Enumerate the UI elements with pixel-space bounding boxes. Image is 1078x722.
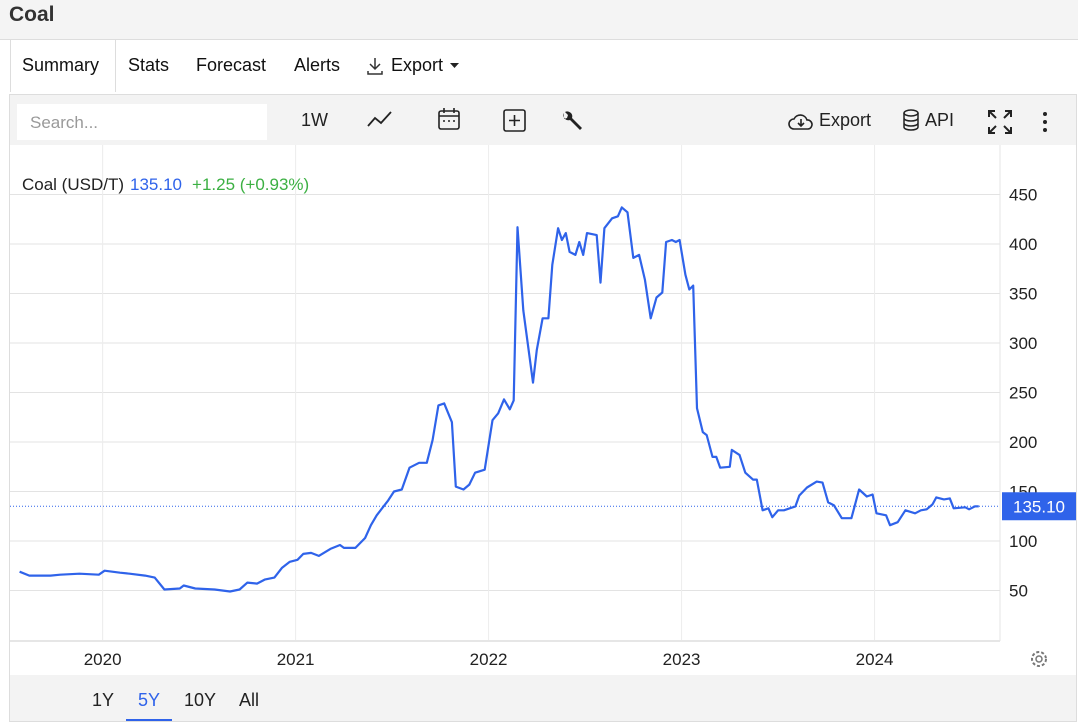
y-tick-label: 300 bbox=[1009, 334, 1037, 353]
y-tick-label: 100 bbox=[1009, 532, 1037, 551]
legend: Coal (USD/T) 135.10 +1.25 (+0.93%) bbox=[22, 175, 309, 194]
line-type-icon[interactable] bbox=[366, 110, 394, 130]
y-tick-label: 250 bbox=[1009, 384, 1037, 403]
tab[interactable]: Alerts bbox=[294, 55, 341, 75]
database-icon bbox=[903, 109, 919, 131]
tab[interactable]: Summary bbox=[22, 55, 100, 75]
last-price-badge bbox=[1002, 492, 1076, 521]
settings-icon[interactable] bbox=[1031, 651, 1047, 667]
x-tick-label: 2024 bbox=[856, 650, 894, 669]
add-indicator-icon[interactable] bbox=[502, 108, 527, 133]
legend-name: Coal (USD/T) bbox=[22, 175, 124, 194]
tab[interactable]: Stats bbox=[128, 55, 170, 75]
x-tick-label: 2020 bbox=[84, 650, 122, 669]
y-tick-label: 350 bbox=[1009, 285, 1037, 304]
page-title: Coal bbox=[9, 3, 55, 26]
legend-change: +1.25 (+0.93%) bbox=[192, 175, 309, 194]
download-icon bbox=[367, 58, 383, 75]
range-button[interactable]: All bbox=[239, 690, 260, 710]
x-tick-label: 2023 bbox=[663, 650, 701, 669]
dropdown-caret bbox=[450, 63, 459, 68]
active-tab-box bbox=[10, 40, 116, 92]
more-menu-icon[interactable] bbox=[1040, 110, 1050, 134]
range-button[interactable]: 5Y bbox=[126, 690, 172, 721]
price-line bbox=[19, 206, 979, 593]
x-tick-label: 2022 bbox=[470, 650, 508, 669]
y-tick-label: 400 bbox=[1009, 235, 1037, 254]
cloud-download-icon bbox=[788, 114, 813, 130]
fullscreen-icon[interactable] bbox=[987, 109, 1013, 135]
y-tick-label: 50 bbox=[1009, 582, 1028, 601]
legend-price: 135.10 bbox=[130, 175, 182, 194]
x-tick-label: 2021 bbox=[277, 650, 315, 669]
plot-background bbox=[10, 145, 1076, 675]
calendar-icon[interactable] bbox=[437, 107, 462, 132]
top-bar: Coal bbox=[0, 0, 1078, 40]
tab[interactable]: Forecast bbox=[196, 55, 267, 75]
export-button[interactable]: Export bbox=[819, 110, 872, 130]
range-button[interactable]: 10Y bbox=[184, 690, 217, 710]
last-price-label: 135.10 bbox=[1013, 497, 1065, 516]
tab[interactable]: Export bbox=[391, 55, 444, 75]
api-button[interactable]: API bbox=[925, 110, 955, 130]
y-tick-label: 200 bbox=[1009, 433, 1037, 452]
tools-icon[interactable] bbox=[560, 110, 584, 134]
y-tick-label: 450 bbox=[1009, 186, 1037, 205]
range-button[interactable]: 1Y bbox=[92, 690, 115, 710]
search-input[interactable]: Search... bbox=[17, 104, 267, 140]
interval-button[interactable]: 1W bbox=[301, 110, 328, 130]
